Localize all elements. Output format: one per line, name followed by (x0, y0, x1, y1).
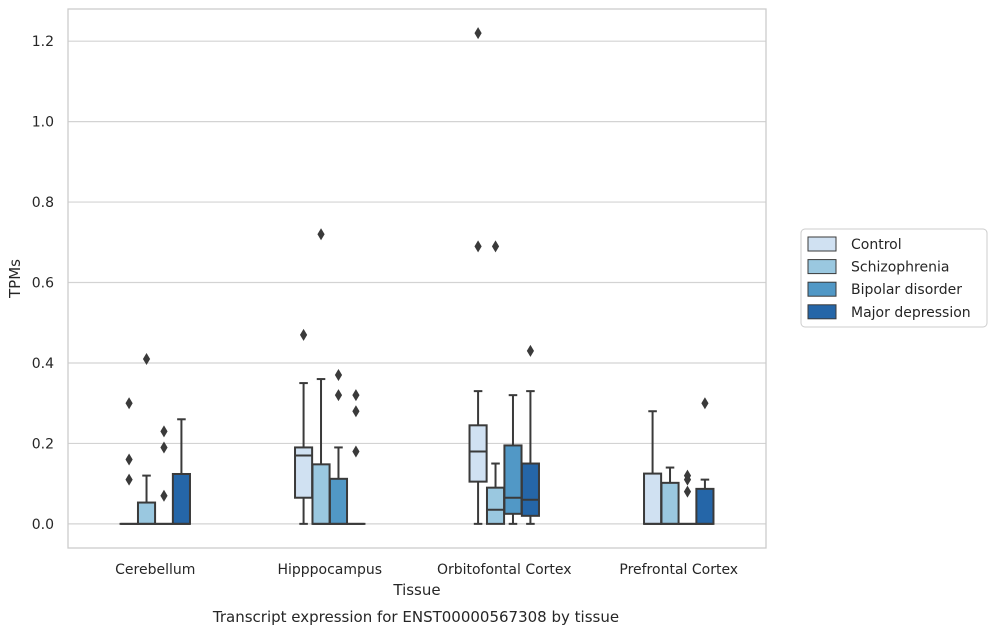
box-iqr (520, 462, 540, 517)
outlier-point (526, 344, 535, 357)
outlier-point (701, 397, 709, 410)
legend-swatch (807, 281, 837, 297)
box-3-2 (677, 469, 698, 525)
legend-frame (800, 228, 988, 328)
box-0-1 (136, 352, 157, 525)
outlier-point (299, 328, 308, 341)
outlier-point (474, 240, 482, 253)
outlier-point (160, 425, 168, 438)
y-tick-label: 0.4 (32, 356, 54, 372)
x-tick-labels: Cerebellum Hipppocampus Orbitofontal Corte… (115, 562, 738, 578)
outlier-point (491, 240, 500, 253)
box-1-0 (294, 328, 314, 525)
x-tick-label: Orbitofontal Cortex (437, 562, 572, 578)
y-tick-label: 1.0 (32, 115, 54, 131)
y-tick-label: 0.8 (32, 195, 54, 211)
outlier-point (142, 352, 151, 365)
y-tick-label: 1.2 (32, 34, 54, 50)
outlier-point (160, 441, 168, 454)
box-2-1 (485, 240, 506, 525)
box-2-3 (520, 344, 540, 525)
legend: Control Schizophrenia Bipolar disorder Majo… (800, 228, 988, 328)
y-axis-label: TPMs (6, 259, 24, 299)
x-axis-label: Tissue (392, 581, 440, 599)
legend-label: Bipolar disorder (851, 282, 962, 298)
box-iqr (136, 501, 157, 525)
boxes (119, 27, 715, 525)
box-3-3 (695, 397, 715, 525)
legend-label: Schizophrenia (851, 260, 949, 276)
box-2-0 (468, 27, 488, 525)
outlier-point (683, 473, 692, 486)
outlier-point (125, 473, 133, 486)
outlier-point (317, 228, 325, 241)
box-iqr (695, 487, 715, 525)
outlier-point (352, 405, 360, 418)
outlier-point (474, 27, 482, 40)
x-tick-label: Hipppocampus (277, 562, 382, 578)
box-iqr (503, 444, 523, 515)
legend-label: Major depression (851, 305, 971, 321)
box-iqr (643, 472, 663, 525)
box-iqr (485, 486, 506, 525)
plot-frame (67, 8, 767, 549)
outlier-point (334, 389, 343, 402)
y-tick-labels: 0.0 0.2 0.4 0.6 0.8 1.0 1.2 (32, 34, 54, 533)
outlier-point (125, 453, 133, 466)
y-tick-label: 0.2 (32, 436, 54, 452)
box-3-0 (643, 410, 663, 525)
legend-swatch (807, 304, 837, 320)
x-tick-label: Prefrontal Cortex (619, 562, 738, 578)
box-iqr (468, 424, 488, 483)
y-tick-label: 0.0 (32, 517, 54, 533)
box-0-0 (119, 397, 139, 525)
outlier-point (683, 485, 692, 498)
outlier-point (125, 397, 133, 410)
outlier-point (352, 445, 360, 458)
box-iqr (171, 472, 191, 525)
legend-swatch (807, 236, 837, 252)
figure-caption: Transcript expression for ENST0000056730… (212, 608, 619, 626)
box-1-3 (346, 389, 366, 525)
box-iqr (311, 463, 331, 525)
box-0-2 (154, 425, 174, 525)
gridlines (68, 40, 766, 525)
box-1-2 (328, 369, 349, 525)
box-iqr (660, 481, 680, 525)
box-3-1 (660, 466, 680, 525)
outlier-point (160, 489, 168, 502)
outlier-point (352, 389, 360, 402)
box-iqr (328, 477, 349, 525)
box-2-2 (503, 394, 523, 525)
y-tick-label: 0.6 (32, 276, 54, 292)
outlier-point (334, 369, 343, 382)
legend-swatch (807, 259, 837, 275)
x-tick-label: Cerebellum (115, 562, 195, 578)
box-0-3 (171, 418, 191, 525)
legend-label: Control (851, 237, 902, 253)
box-1-1 (311, 228, 331, 525)
